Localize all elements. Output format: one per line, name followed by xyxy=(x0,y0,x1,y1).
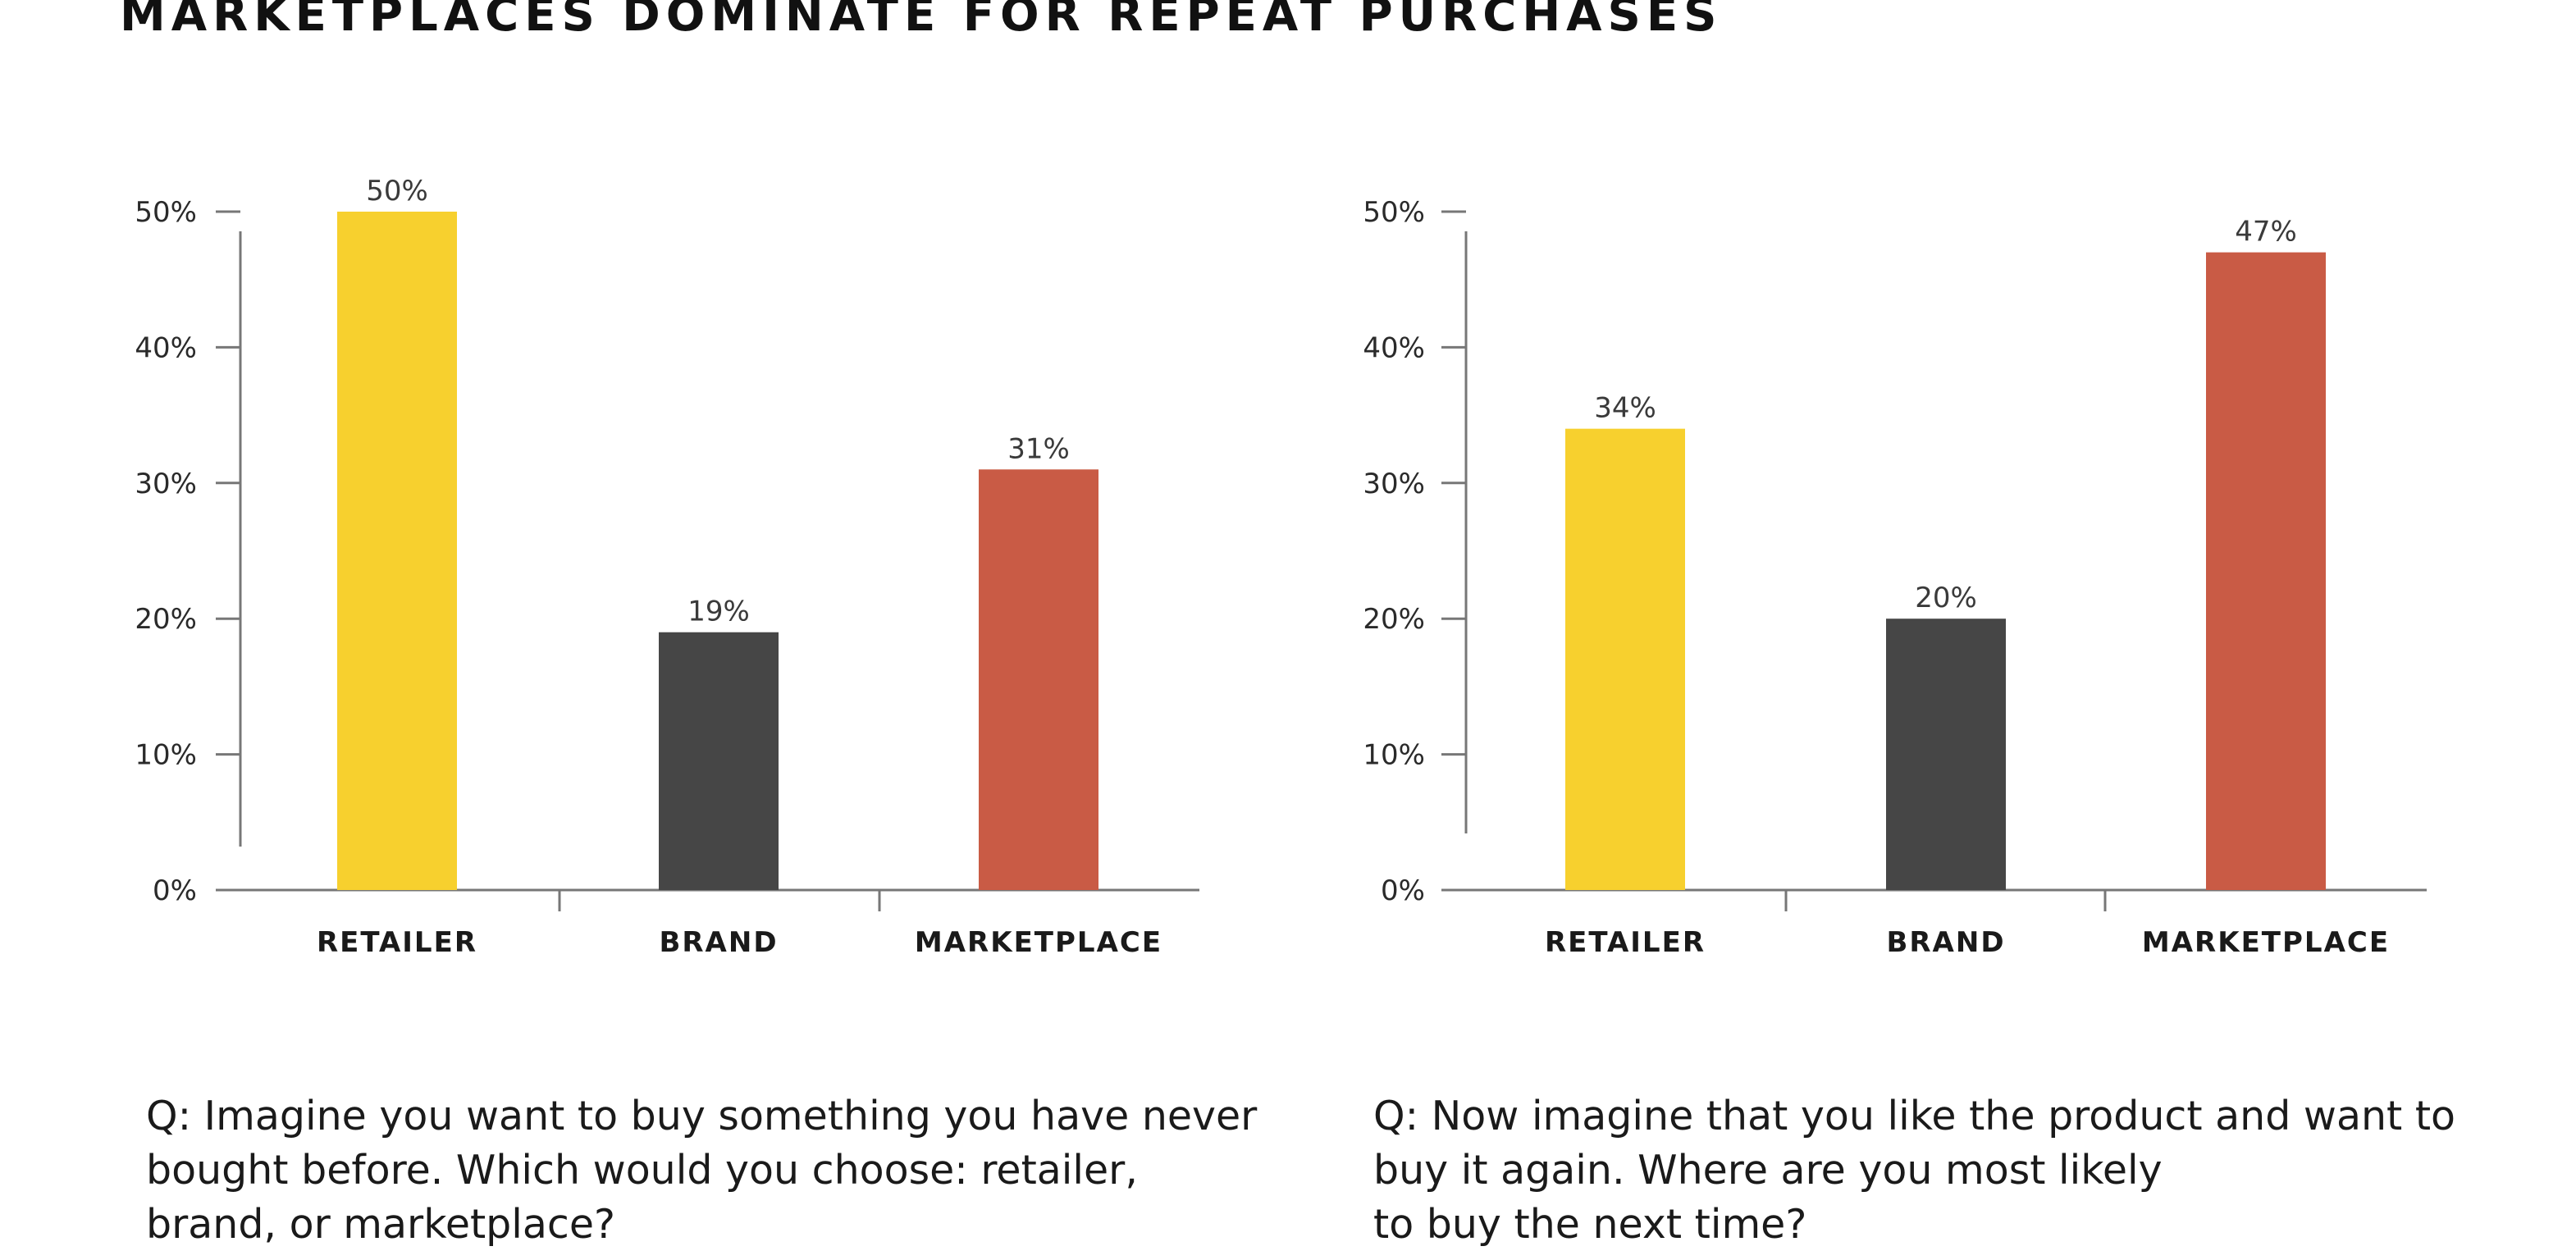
y-tick-label: 50% xyxy=(135,196,197,229)
y-tick-label: 30% xyxy=(1363,468,1425,500)
question-first-purchase: Q: Imagine you want to buy something you… xyxy=(146,1093,1258,1248)
chart-first-purchase: 0% 10% 20% 30% 40% 50% 50% RETAILER 19% BRAND 31% M… xyxy=(135,175,1199,959)
bar-marketplace xyxy=(979,469,1098,890)
y-tick-label: 10% xyxy=(135,739,197,772)
y-tick-label: 0% xyxy=(153,874,197,907)
y-tick-label: 30% xyxy=(135,468,197,500)
bar-brand xyxy=(659,632,779,890)
question-repeat-purchase: Q: Now imagine that you like the product… xyxy=(1373,1093,2456,1248)
y-tick-label: 0% xyxy=(1381,874,1425,907)
category-label: RETAILER xyxy=(1545,926,1706,959)
bar-retailer xyxy=(1565,428,1685,890)
category-label: BRAND xyxy=(659,926,778,959)
category-label: BRAND xyxy=(1886,926,2005,959)
page-title: MARKETPLACES DOMINATE FOR REPEAT PURCHAS… xyxy=(120,0,1723,42)
bar-brand xyxy=(1886,619,2006,890)
y-tick-label: 50% xyxy=(1363,196,1425,229)
bar-value-label: 20% xyxy=(1915,582,1977,614)
bar-value-label: 19% xyxy=(687,596,750,628)
bar-marketplace xyxy=(2206,252,2326,890)
y-tick-label: 40% xyxy=(1363,331,1425,364)
category-label: RETAILER xyxy=(317,926,477,959)
y-tick-label: 10% xyxy=(1363,739,1425,772)
category-label: MARKETPLACE xyxy=(2142,926,2390,959)
y-tick-label: 20% xyxy=(1363,603,1425,636)
bar-retailer xyxy=(337,212,457,890)
bar-value-label: 31% xyxy=(1007,432,1070,465)
bar-value-label: 50% xyxy=(366,175,428,208)
y-tick-label: 40% xyxy=(135,331,197,364)
category-label: MARKETPLACE xyxy=(915,926,1162,959)
chart-repeat-purchase: 0% 10% 20% 30% 40% 50% 34% RETAILER 20% BRAND 47% M… xyxy=(1363,196,2427,959)
y-tick-label: 20% xyxy=(135,603,197,636)
bar-value-label: 47% xyxy=(2235,216,2297,249)
bar-value-label: 34% xyxy=(1594,392,1656,425)
